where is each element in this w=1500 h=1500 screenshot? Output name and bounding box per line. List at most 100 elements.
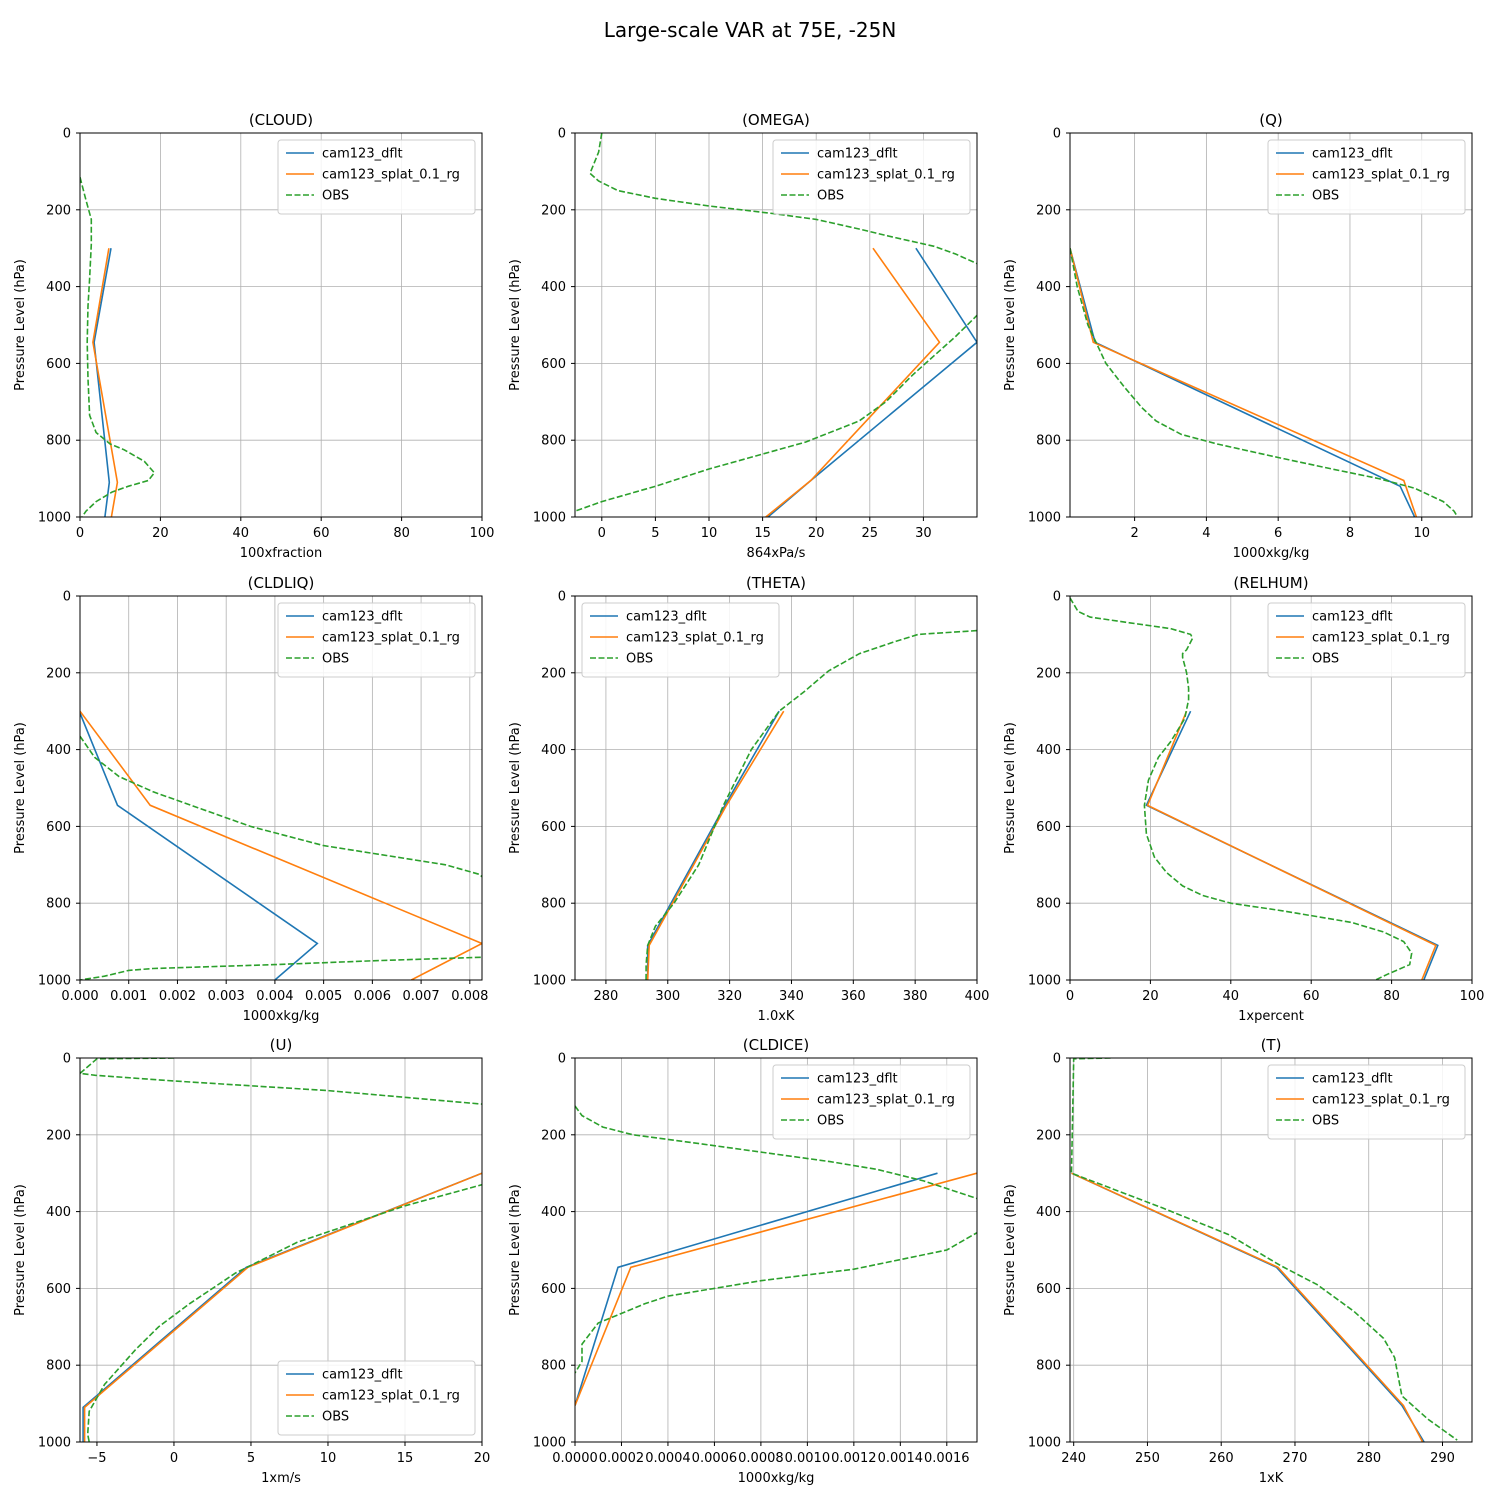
panel-u: −5 0 5 10 15 2002004006008001000(U)1xm/sPress… (13, 1036, 490, 1486)
y-tick-label: 800 (1036, 897, 1061, 912)
x-tick-label: 240 (1061, 1451, 1086, 1466)
y-tick-label: 200 (1036, 666, 1061, 681)
series-group (645, 629, 977, 980)
y-tick-label: 400 (46, 280, 71, 295)
x-axis-label: 100xfraction (240, 546, 322, 561)
x-tick-label: 290 (1430, 1451, 1455, 1466)
series-line-cam123-splat-0-1-rg (1071, 1172, 1424, 1442)
y-tick-label: 0 (63, 127, 71, 142)
x-tick-label: 0.000 (61, 989, 98, 1004)
y-tick-label: 800 (46, 897, 71, 912)
x-tick-label: 5 (247, 1451, 255, 1466)
y-tick-label: 400 (1036, 743, 1061, 758)
x-tick-label: 0.0004 (645, 1451, 691, 1466)
legend-box (277, 139, 476, 215)
panel-cldice: 0.0000 0.0002 0.0004 0.0006 0.0008 0.0010 0.00… (508, 1036, 978, 1486)
series-group (575, 1105, 977, 1406)
x-tick-label: 80 (1383, 989, 1400, 1004)
y-tick-label: 600 (541, 1282, 566, 1297)
legend: cam123_dflt cam123_splat_0.1_rg OBS (581, 602, 780, 678)
x-tick-label: 15 (397, 1451, 414, 1466)
y-tick-label: 400 (541, 743, 566, 758)
y-tick-label: 0 (558, 590, 566, 605)
x-tick-label: 270 (1283, 1451, 1308, 1466)
x-tick-label: 10 (1413, 526, 1430, 541)
panel-theta: 280 300 320 340 360 380 400 0 200 400 600 800 1000 (T… (508, 574, 989, 1024)
x-tick-label: 380 (903, 989, 928, 1004)
x-tick-label: −5 (87, 1451, 106, 1466)
x-axis-label: 1000xkg/kg (243, 1009, 320, 1024)
y-tick-label: 1000 (38, 974, 71, 989)
y-tick-label: 800 (541, 434, 566, 449)
panel-title: (Q) (1259, 111, 1283, 129)
legend-label: OBS (626, 652, 653, 667)
x-tick-label: 15 (754, 526, 771, 541)
legend-label: cam123_dflt (817, 147, 898, 162)
legend-label: cam123_splat_0.1_rg (322, 168, 460, 183)
x-tick-label: 6 (1274, 526, 1282, 541)
x-tick-label: 60 (1303, 989, 1320, 1004)
y-tick-label: 1000 (38, 1436, 71, 1451)
panel-q: 2 4 6 8 10 0 200 400 600 800 1000 (Q) 1000xkg/kg Pres… (1003, 111, 1473, 561)
x-tick-label: 0.0012 (831, 1451, 877, 1466)
y-tick-label: 600 (1036, 1282, 1061, 1297)
x-tick-label: 0 (76, 526, 84, 541)
y-tick-label: 0 (1053, 590, 1061, 605)
legend-label: OBS (322, 652, 349, 667)
y-tick-label: 0 (63, 590, 71, 605)
x-tick-label: 10 (320, 1451, 337, 1466)
series-group (1070, 597, 1439, 980)
y-axis-label: Pressure Level (hPa) (508, 1184, 523, 1316)
panels: 0 20 40 60 80 10002004006008001000(CLOUD)100x… (13, 111, 1484, 1486)
panel-title: (U) (270, 1036, 293, 1054)
panel-title: (OMEGA) (742, 111, 810, 129)
x-axis-label: 1xm/s (261, 1471, 301, 1486)
y-tick-label: 1000 (1028, 511, 1061, 526)
panel-cloud: 0 20 40 60 80 10002004006008001000(CLOUD)100x… (13, 111, 494, 561)
legend-label: cam123_dflt (322, 1368, 403, 1383)
series-line-cam123-splat-0-1-rg (92, 248, 119, 517)
y-tick-label: 800 (1036, 434, 1061, 449)
x-tick-label: 100 (470, 526, 495, 541)
x-tick-label: 0.0016 (924, 1451, 970, 1466)
x-tick-label: 0.005 (305, 989, 342, 1004)
y-tick-label: 0 (558, 127, 566, 142)
x-tick-label: 300 (655, 989, 680, 1004)
x-tick-label: 0.0010 (785, 1451, 831, 1466)
x-tick-label: 0.004 (256, 989, 293, 1004)
y-tick-label: 1000 (533, 974, 566, 989)
series-group (80, 1058, 482, 1442)
y-tick-label: 1000 (533, 511, 566, 526)
axes-frame (574, 132, 978, 518)
y-tick-label: 1000 (38, 511, 71, 526)
x-tick-label: 280 (1356, 1451, 1381, 1466)
y-tick-label: 800 (1036, 1359, 1061, 1374)
axes-frame (1069, 595, 1473, 981)
series-line-cam123-splat-0-1-rg (765, 247, 941, 517)
series-line-obs (1070, 1058, 1458, 1441)
x-tick-label: 0 (1066, 989, 1074, 1004)
legend-label: cam123_splat_0.1_rg (1312, 1093, 1450, 1108)
legend-label: cam123_splat_0.1_rg (1312, 168, 1450, 183)
series-group (1070, 1058, 1458, 1442)
y-tick-label: 200 (46, 1128, 71, 1143)
y-axis-label: Pressure Level (hPa) (1003, 1184, 1018, 1316)
legend-label: cam123_dflt (1312, 610, 1393, 625)
legend-box (772, 1064, 971, 1140)
x-tick-label: 0.0008 (738, 1451, 784, 1466)
legend: cam123_dflt cam123_splat_0.1_rg OBS (772, 139, 971, 215)
y-tick-label: 600 (541, 357, 566, 372)
y-tick-label: 400 (541, 1205, 566, 1220)
series-line-cam123-dflt (93, 248, 112, 517)
y-tick-label: 0 (558, 1052, 566, 1067)
y-axis-label: Pressure Level (hPa) (13, 722, 28, 854)
x-tick-label: 0.0000 (552, 1451, 598, 1466)
x-axis-label: 1xpercent (1238, 1009, 1304, 1024)
legend-box (581, 602, 780, 678)
legend-label: cam123_dflt (626, 610, 707, 625)
y-tick-label: 600 (1036, 820, 1061, 835)
y-tick-label: 1000 (1028, 1436, 1061, 1451)
figure-title: Large-scale VAR at 75E, -25N (604, 18, 897, 42)
